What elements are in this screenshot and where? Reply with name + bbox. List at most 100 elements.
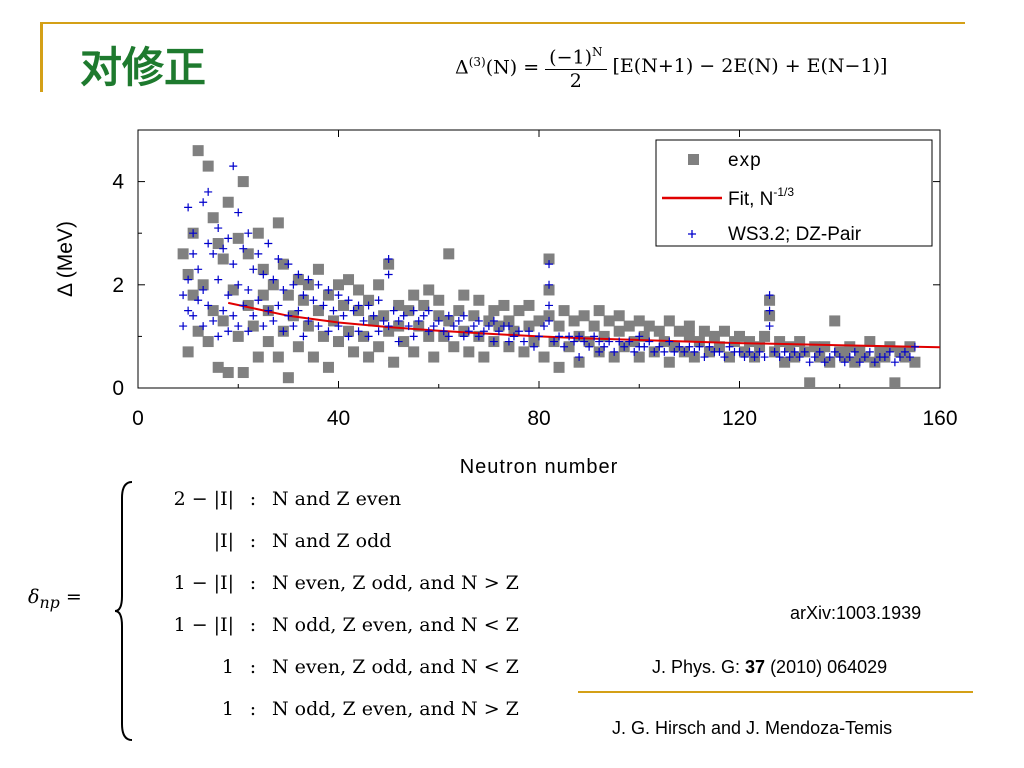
ws-point <box>324 285 333 294</box>
exp-point <box>242 248 254 260</box>
exp-point <box>227 284 239 296</box>
ws-point <box>474 332 483 341</box>
exp-point <box>353 284 365 296</box>
ws-point <box>545 280 554 289</box>
exp-point <box>237 367 249 379</box>
exp-point <box>703 346 715 358</box>
plot-area <box>177 145 940 388</box>
exp-point <box>789 351 801 363</box>
exp-point <box>764 294 776 306</box>
ws-point <box>745 347 754 356</box>
pairing-formula: Δ(3)(N) = (−1)N 2 [E(N+1) − 2E(N) + E(N−… <box>455 40 887 92</box>
exp-point <box>458 325 470 337</box>
exp-point <box>708 330 720 342</box>
ws-point <box>294 270 303 279</box>
ws-point <box>374 327 383 336</box>
ws-point <box>760 353 769 362</box>
legend: exp Fit, N-1/3 WS3.2; DZ-Pair <box>655 139 933 247</box>
ws-point <box>324 327 333 336</box>
case-row: 1 − |I|: N odd, Z even, and N < Z <box>138 604 519 646</box>
formula-lhs: Δ(3)(N) = <box>455 55 539 78</box>
ws-point <box>224 234 233 243</box>
slide-title: 对修正 <box>80 43 207 92</box>
ws-point <box>249 311 258 320</box>
ws-point <box>254 249 263 258</box>
exp-point <box>503 315 515 327</box>
exp-point <box>383 325 395 337</box>
ws-point <box>565 332 574 341</box>
ws-point <box>274 255 283 263</box>
exp-point <box>523 299 535 311</box>
exp-point <box>408 289 420 301</box>
exp-point <box>553 320 565 332</box>
ws-point <box>625 337 634 346</box>
ws-point <box>204 239 213 248</box>
exp-point <box>363 351 375 363</box>
exp-point <box>333 336 344 348</box>
ws-point <box>179 291 188 300</box>
case-condition: N and Z even <box>272 488 402 510</box>
x-tick-label: 120 <box>722 407 757 430</box>
ws-point <box>524 327 533 336</box>
case-separator: : <box>249 530 257 552</box>
reference-underline <box>578 691 973 693</box>
ws-point <box>895 353 904 362</box>
exp-point <box>267 279 279 291</box>
ws-point <box>550 337 559 346</box>
fit-line <box>227 301 940 349</box>
exp-point <box>343 325 355 337</box>
exp-point <box>373 341 385 353</box>
exp-point <box>568 315 580 327</box>
exp-point <box>272 217 284 229</box>
exp-point <box>222 196 234 208</box>
exp-point <box>698 325 710 337</box>
ws-point <box>474 316 483 325</box>
exp-point <box>608 351 620 363</box>
ws-point <box>870 358 879 367</box>
exp-point <box>282 289 294 301</box>
exp-point <box>588 320 600 332</box>
ws-point <box>700 353 709 362</box>
ws-point <box>545 301 554 310</box>
ws-point <box>264 306 273 315</box>
ws-point <box>655 342 664 351</box>
ws-point <box>459 332 468 341</box>
exp-point <box>373 279 385 291</box>
exp-point <box>824 356 836 368</box>
legend-fit-label: Fit, N-1/3 <box>728 185 794 210</box>
case-separator: : <box>249 656 257 678</box>
x-tick-label: 160 <box>922 407 957 430</box>
ws-point <box>384 270 393 279</box>
ws-point <box>535 332 543 341</box>
legend-fit-base: Fit, N <box>728 189 773 210</box>
case-row: 1: N even, Z odd, and N < Z <box>138 646 519 688</box>
exp-point <box>192 145 204 157</box>
ws-point <box>344 296 353 305</box>
ws-point <box>830 347 839 356</box>
exp-point <box>573 356 585 368</box>
ws-point <box>259 322 268 331</box>
ws-point <box>454 316 463 325</box>
ws-point <box>820 358 829 367</box>
exp-point <box>543 284 555 296</box>
ws-point <box>725 342 734 351</box>
ws-point <box>504 322 513 331</box>
ws-point <box>279 327 288 336</box>
exp-point <box>187 289 199 301</box>
exp-point <box>257 263 269 275</box>
exp-point <box>458 289 470 301</box>
ws-point <box>595 347 604 356</box>
y-tick-label: 2 <box>112 274 124 297</box>
exp-point <box>257 289 269 301</box>
ws-point <box>890 358 899 367</box>
ws-point <box>369 311 378 320</box>
ws-point <box>384 255 393 263</box>
exp-point <box>779 356 791 368</box>
exp-point <box>408 346 420 358</box>
exp-point <box>513 305 525 317</box>
ws-point <box>715 347 724 356</box>
ws-point <box>464 327 473 336</box>
ws-point <box>685 342 694 351</box>
ws-point <box>219 306 228 315</box>
exp-point <box>438 330 450 342</box>
